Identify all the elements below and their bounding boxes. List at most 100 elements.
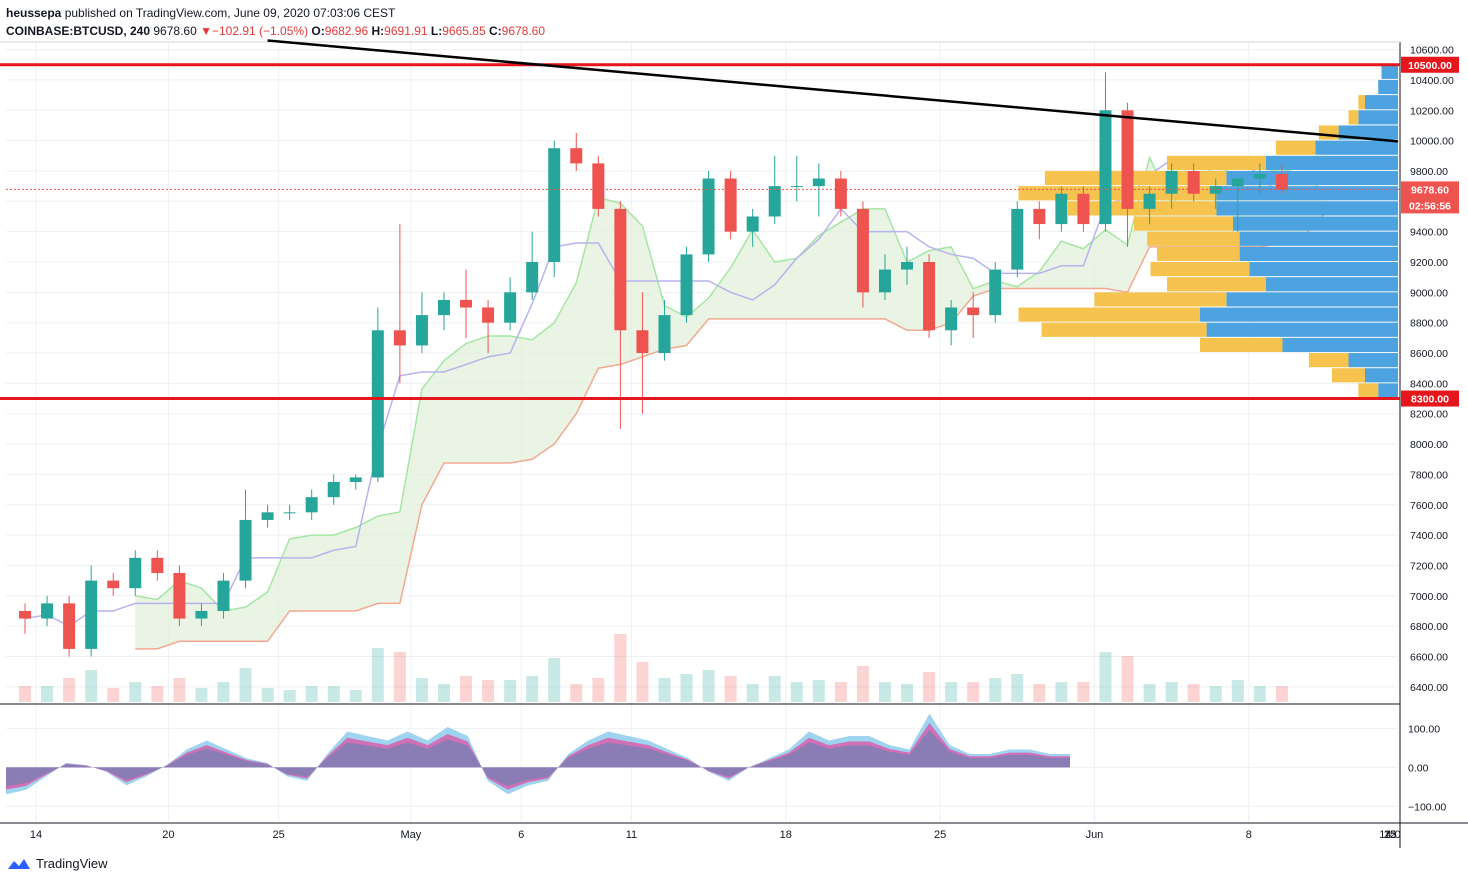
volume-bar [614,634,627,702]
y-tick-label: 7600.00 [1410,500,1448,512]
volume-bar [702,670,715,702]
candle-body [945,307,958,331]
candle-body [129,557,142,589]
volume-bar [945,682,958,702]
volume-bar [526,676,539,702]
volume-bar [393,652,406,702]
candle-body [768,186,781,217]
volume-profile-up-bar [1226,292,1398,307]
volume-bar [19,686,32,702]
x-tick-label: 11 [626,829,637,841]
volume-profile-down-bar [1157,246,1240,261]
candle-body [85,580,98,649]
volume-bar [1055,682,1068,702]
volume-profile-down-bar [1018,186,1217,201]
volume-bar [1209,686,1222,702]
volume-bar [283,690,296,702]
volume-profile-down-bar [1275,140,1316,155]
candle-body [702,178,715,255]
candle-body [107,580,120,589]
candle-body [327,482,340,498]
level-price-label: 8300.00 [1411,394,1449,406]
open-label: O: [311,24,325,38]
x-tick-label: 22 [1384,829,1396,841]
candle-body [658,315,671,354]
volume-bar [437,684,450,702]
low-value: 9665.85 [442,24,486,38]
level-price-tag [1401,390,1459,407]
volume-bar [504,680,517,702]
x-tick-label: 8 [1246,829,1252,841]
candle-body [878,269,891,293]
chart-header: heussepa published on TradingView.com, J… [6,4,545,40]
oscillator-area-3 [6,729,1070,787]
high-label: H: [371,24,385,38]
volume-bar [812,680,825,702]
candle-body [967,307,980,316]
volume-bar [790,682,803,702]
symbol-label[interactable]: COINBASE:BTCUSD, 240 [6,24,151,38]
volume-bar [305,686,318,702]
volume-profile-up-bar [1239,231,1398,246]
candle-body [790,186,803,188]
candle-body [856,208,869,293]
candle-body [1253,174,1266,179]
current-price-tag [1401,181,1459,214]
volume-bar [1231,680,1244,702]
volume-profile-up-bar [1216,186,1398,201]
candle-body [1099,110,1112,225]
y-tick-label: 8400.00 [1410,378,1448,390]
volume-bar [85,670,98,702]
trend-line[interactable] [267,39,1399,143]
author-name[interactable]: heussepa [6,6,62,20]
candle-body [63,603,76,649]
brand-name[interactable]: TradingView [36,856,108,871]
osc-tick-label: −100.00 [1408,801,1446,813]
volume-profile-up-bar [1381,64,1398,79]
volume-profile-down-bar [1167,277,1266,292]
volume-profile-down-bar [1134,216,1233,231]
down-arrow-icon: ▼ [200,24,212,38]
last-price: 9678.60 [153,24,197,38]
volume-bar [482,680,495,702]
volume-bar [746,684,759,702]
y-tick-label: 7400.00 [1410,530,1448,542]
x-tick-label: 14 [30,829,42,841]
candle-body [1165,170,1178,194]
ichimoku-cloud [135,157,1326,649]
y-tick-label: 7200.00 [1410,560,1448,572]
tradingview-logo-icon[interactable] [6,857,32,871]
volume-profile-up-bar [1266,277,1398,292]
candle-body [349,477,362,482]
bar-countdown-label: 02:56:56 [1409,200,1451,212]
volume-profile-up-bar [1378,383,1398,398]
volume-profile-up-bar [1249,262,1398,277]
volume-profile-down-bar [1200,337,1283,353]
candle-body [437,299,450,316]
volume-profile-up-bar [1365,368,1398,383]
x-tick-label: 25 [934,829,946,841]
candle-body [1055,193,1068,225]
price-change: −102.91 (−1.05%) [212,24,309,38]
y-tick-label: 8200.00 [1410,409,1448,421]
volume-profile-down-bar [1167,155,1266,170]
open-value: 9682.96 [324,24,369,38]
candle-body [305,497,318,513]
volume-profile-down-bar [1044,170,1227,186]
candle-body [1209,186,1222,194]
candle-body [1121,110,1134,209]
y-tick-label: 9200.00 [1410,257,1448,269]
volume-bar [460,676,473,702]
y-tick-label: 8000.00 [1410,439,1448,451]
kijun-line [24,158,1283,628]
x-tick-label: May [401,829,422,841]
candle-body [1231,178,1244,187]
candle-body [41,603,54,619]
volume-profile-up-bar [1206,322,1398,337]
candle-body [1187,170,1200,194]
candle-body [151,557,164,574]
volume-profile-up-bar [1378,79,1398,95]
volume-bar [129,682,142,702]
close-value: 9678.60 [501,24,546,38]
